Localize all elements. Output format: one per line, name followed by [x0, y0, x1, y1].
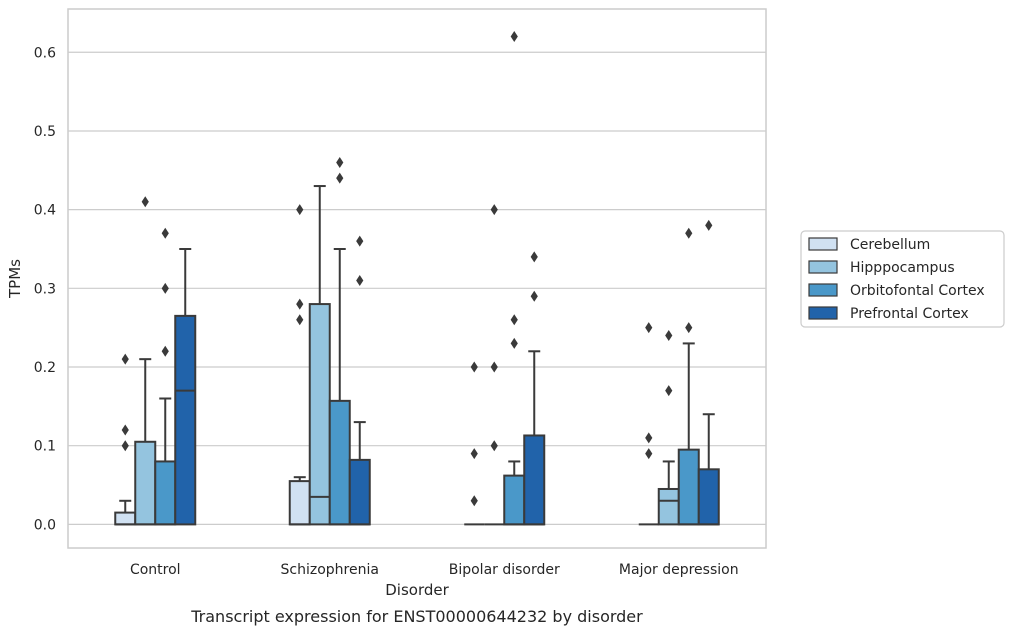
- box-orbitofontal-cortex-schizophrenia: [328, 156, 351, 526]
- box-body: [154, 460, 177, 526]
- box-plots: [114, 31, 720, 526]
- outlier-point: [645, 322, 653, 334]
- outlier-point: [121, 353, 129, 365]
- y-axis-title: TPMs: [6, 259, 24, 299]
- outlier-point: [296, 314, 304, 326]
- y-axis-ticks: 0.0 0.1 0.2 0.3 0.4 0.5 0.6: [34, 45, 56, 533]
- legend-frame: [800, 230, 1005, 328]
- legend-swatch: [808, 283, 838, 297]
- legend-swatch: [808, 306, 838, 320]
- x-axis-ticks: Control Schizophrenia Bipolar disorder Majo…: [130, 562, 739, 578]
- box-body: [348, 458, 371, 526]
- outlier-point: [530, 251, 538, 263]
- box-body: [677, 448, 700, 526]
- y-tick-label: 0.6: [34, 45, 56, 61]
- box-prefrontal-cortex-control: [174, 247, 197, 526]
- outlier-point: [490, 361, 498, 373]
- x-tick-label: Control: [130, 562, 181, 578]
- outlier-point: [705, 219, 713, 231]
- legend-label: Orbitofontal Cortex: [850, 283, 985, 299]
- box-body: [328, 399, 351, 526]
- box-body: [523, 434, 546, 526]
- outlier-point: [356, 235, 364, 247]
- outlier-point: [121, 440, 129, 452]
- box-body: [174, 314, 197, 526]
- outlier-point: [510, 314, 518, 326]
- box-body: [134, 440, 157, 526]
- x-tick-label: Major depression: [619, 562, 739, 578]
- y-tick-label: 0.4: [34, 203, 56, 219]
- box-body: [114, 511, 137, 526]
- outlier-point: [296, 204, 304, 216]
- y-tick-label: 0.2: [34, 360, 56, 376]
- legend-label: Cerebellum: [850, 237, 930, 253]
- box-orbitofontal-cortex-major-depression: [677, 227, 700, 526]
- outlier-point: [470, 495, 478, 507]
- x-axis-title: Disorder: [385, 581, 449, 599]
- box-cerebellum-schizophrenia: [288, 204, 311, 526]
- outlier-point: [645, 448, 653, 460]
- box-orbitofontal-cortex-control: [154, 227, 177, 526]
- box-hipppocampus-bipolar-disorder: [484, 204, 505, 526]
- box-cerebellum-major-depression: [638, 322, 659, 526]
- outlier-point: [665, 385, 673, 397]
- outlier-point: [161, 345, 169, 357]
- outlier-point: [685, 322, 693, 334]
- outlier-point: [296, 298, 304, 310]
- box-cerebellum-bipolar-disorder: [464, 361, 485, 526]
- legend-label: Prefrontal Cortex: [850, 306, 969, 322]
- box-prefrontal-cortex-major-depression: [697, 219, 720, 526]
- outlier-point: [121, 424, 129, 436]
- outlier-point: [530, 290, 538, 302]
- y-tick-label: 0.1: [34, 439, 56, 455]
- outlier-point: [470, 448, 478, 460]
- y-tick-label: 0.3: [34, 281, 56, 297]
- chart-caption: Transcript expression for ENST0000064423…: [190, 607, 643, 626]
- box-prefrontal-cortex-bipolar-disorder: [523, 251, 546, 526]
- legend-label: Hipppocampus: [850, 260, 955, 276]
- outlier-point: [161, 227, 169, 239]
- outlier-point: [685, 227, 693, 239]
- plot-frame: [67, 8, 767, 549]
- outlier-point: [490, 440, 498, 452]
- outlier-point: [645, 432, 653, 444]
- box-prefrontal-cortex-schizophrenia: [348, 235, 371, 526]
- outlier-point: [510, 337, 518, 349]
- outlier-point: [336, 156, 344, 168]
- outlier-point: [161, 282, 169, 294]
- outlier-point: [490, 204, 498, 216]
- legend: Cerebellum Hipppocampus Orbitofontal Corte…: [800, 230, 1005, 328]
- x-tick-label: Schizophrenia: [281, 562, 379, 578]
- outlier-point: [665, 330, 673, 342]
- outlier-point: [470, 361, 478, 373]
- box-body: [308, 303, 331, 526]
- outlier-point: [510, 31, 518, 43]
- outlier-point: [356, 274, 364, 286]
- box-hipppocampus-major-depression: [657, 330, 680, 526]
- outlier-point: [141, 196, 149, 208]
- legend-swatch: [808, 260, 838, 274]
- legend-swatch: [808, 237, 838, 251]
- y-tick-label: 0.5: [34, 124, 56, 140]
- box-body: [657, 487, 680, 526]
- x-tick-label: Bipolar disorder: [449, 562, 560, 578]
- y-tick-label: 0.0: [34, 517, 56, 533]
- box-body: [288, 480, 311, 526]
- outlier-point: [336, 172, 344, 184]
- box-body: [503, 474, 526, 526]
- box-body: [697, 468, 720, 526]
